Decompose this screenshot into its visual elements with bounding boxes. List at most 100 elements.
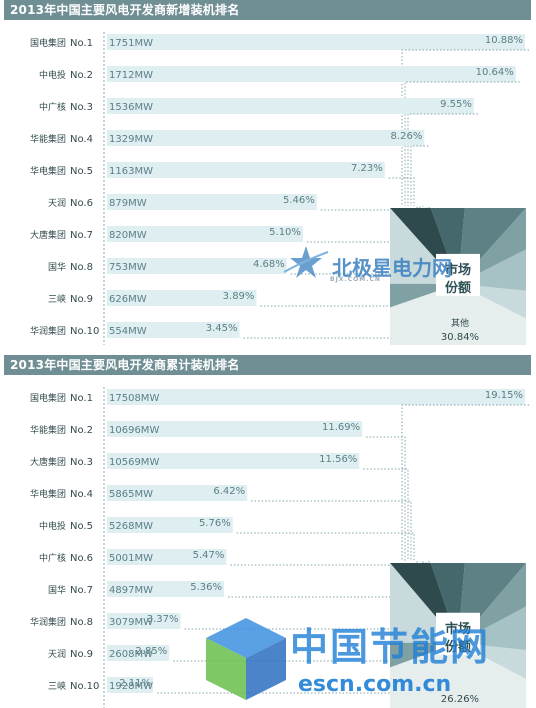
bar	[107, 549, 227, 565]
pie-slice	[458, 208, 526, 284]
other-label: 其他	[451, 317, 469, 329]
capacity-label: 753MW	[109, 262, 147, 273]
leader-line	[320, 206, 418, 211]
watermark-url: escn.com.cn	[298, 672, 452, 697]
chart-title: 2013年中国主要风电开发商新增装机排名	[4, 0, 531, 20]
value-label: 3.89%	[223, 291, 255, 302]
rank-label: No.3	[70, 102, 93, 113]
rank-label: No.7	[70, 585, 93, 596]
pie-center-label: 份额	[445, 639, 471, 655]
capacity-label: 3079MW	[109, 617, 153, 628]
capacity-label: 5268MW	[109, 521, 153, 532]
leader-line	[410, 145, 429, 206]
value-label: 5.46%	[283, 195, 315, 206]
capacity-label: 1329MW	[109, 134, 153, 145]
value-label: 4.68%	[253, 259, 285, 270]
capacity-label: 626MW	[109, 294, 147, 305]
bar	[107, 290, 257, 306]
company-label: 华电集团	[30, 488, 66, 500]
rank-label: No.5	[70, 521, 93, 532]
pie-slice	[390, 642, 458, 668]
company-label: 国电集团	[30, 392, 66, 404]
rank-label: No.7	[70, 230, 93, 241]
company-label: 中广核	[39, 101, 66, 113]
rank-label: No.1	[70, 393, 93, 404]
other-value: 26.26%	[441, 694, 479, 705]
bar	[107, 677, 154, 693]
bar	[107, 258, 287, 274]
leader-line	[230, 561, 418, 566]
company-label: 天润	[48, 648, 66, 660]
value-label: 7.23%	[351, 163, 383, 174]
value-label: 2.85%	[135, 646, 167, 657]
leader-line	[401, 404, 529, 561]
capacity-label: 554MW	[109, 326, 147, 337]
leader-line	[366, 436, 406, 561]
leader-line	[236, 532, 415, 561]
value-label: 3.45%	[206, 323, 238, 334]
value-label: 11.69%	[322, 422, 360, 433]
company-label: 华润集团	[30, 325, 66, 337]
leader-line	[407, 113, 478, 206]
rank-label: No.9	[70, 649, 93, 660]
cumulative-installations-chart: 国电集团 No.1 17508MW 19.15% 华能集团 No.2 10696MW 11.6…	[30, 387, 529, 708]
bar	[107, 581, 224, 597]
leader-line	[404, 81, 520, 206]
pie-center-box	[436, 253, 480, 296]
company-label: 华电集团	[30, 165, 66, 177]
company-label: 华能集团	[30, 424, 66, 436]
value-label: 6.42%	[213, 486, 245, 497]
pie-center-box	[436, 612, 480, 655]
capacity-label: 4897MW	[109, 585, 153, 596]
pie-center-label: 份额	[445, 280, 471, 296]
watermark-brand-sub: BJX.COM.CN	[330, 276, 381, 283]
pie-slice	[390, 208, 458, 284]
value-label: 10.64%	[476, 67, 514, 78]
company-label: 中广核	[39, 552, 66, 564]
new-installations-chart: 国电集团 No.1 1751MW 10.88% 中电投 No.2 1712MW 10.64% 中…	[30, 32, 529, 345]
capacity-label: 820MW	[109, 230, 147, 241]
company-label: 大唐集团	[30, 456, 66, 468]
company-label: 天润	[48, 197, 66, 209]
new-installations-panel: 2013年中国主要风电开发商新增装机排名 国电集团 No.1 1751MW 10.88…	[4, 0, 531, 345]
value-label: 5.36%	[190, 582, 222, 593]
capacity-label: 5865MW	[109, 489, 153, 500]
company-label: 国华	[48, 584, 66, 596]
bar	[107, 130, 425, 146]
value-label: 8.26%	[391, 131, 423, 142]
rank-label: No.6	[70, 198, 93, 209]
leader-line	[401, 49, 529, 206]
star-logo-icon	[283, 246, 329, 278]
value-label: 5.76%	[199, 518, 231, 529]
capacity-label: 1536MW	[109, 102, 153, 113]
company-label: 中电投	[39, 69, 66, 81]
rank-label: No.2	[70, 425, 93, 436]
value-label: 5.10%	[269, 227, 301, 238]
cube-logo-icon	[206, 618, 286, 700]
bar	[107, 226, 303, 242]
bar	[107, 485, 248, 501]
company-label: 华能集团	[30, 133, 66, 145]
value-label: 9.55%	[440, 99, 472, 110]
value-label: 10.88%	[485, 35, 523, 46]
value-label: 3.37%	[147, 614, 179, 625]
bar	[107, 98, 474, 114]
leader-line	[388, 177, 415, 206]
company-label: 华润集团	[30, 616, 66, 628]
leader-line	[363, 468, 409, 561]
capacity-label: 1928MW	[109, 681, 153, 692]
rank-label: No.1	[70, 38, 93, 49]
rank-label: No.6	[70, 553, 93, 564]
other-value: 30.84%	[441, 332, 479, 343]
watermark-brand-large: 中国节能网	[290, 625, 491, 669]
capacity-label: 1163MW	[109, 166, 153, 177]
rank-label: No.8	[70, 262, 93, 273]
rank-label: No.5	[70, 166, 93, 177]
rank-label: No.4	[70, 134, 93, 145]
company-label: 大唐集团	[30, 229, 66, 241]
rank-label: No.9	[70, 294, 93, 305]
bar	[107, 645, 170, 661]
bar	[107, 389, 525, 405]
